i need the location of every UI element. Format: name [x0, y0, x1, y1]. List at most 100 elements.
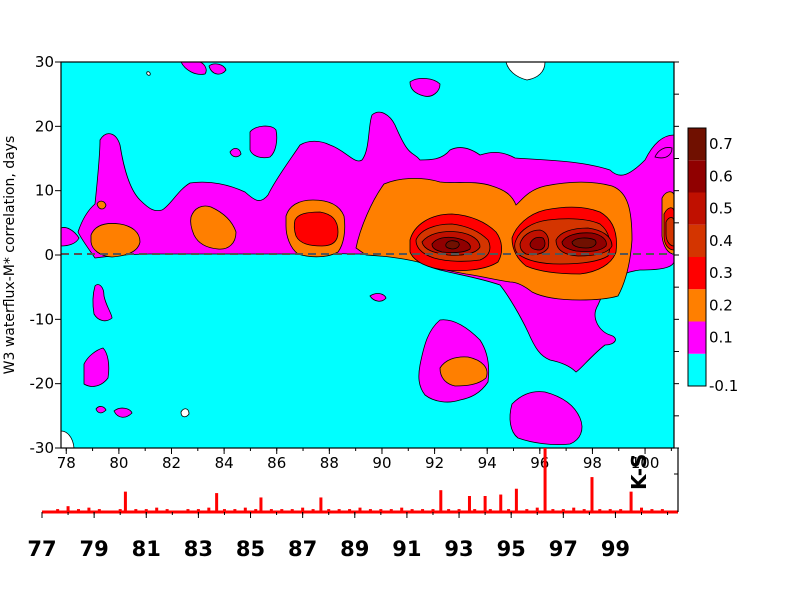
bar: [123, 491, 127, 512]
patch-85: [249, 125, 278, 159]
colorbar-swatch: [688, 192, 706, 225]
bar: [514, 488, 518, 512]
colorbar: -0.1 0.1 0.2 0.3 0.4 0.5 0.6 0.7: [687, 127, 738, 395]
bar: [467, 496, 471, 512]
gap-tiny-82: [146, 71, 151, 76]
patch-84: [229, 148, 242, 158]
bar: [629, 491, 633, 512]
bar: [66, 506, 70, 512]
contour-plot: [61, 62, 674, 448]
colorbar-swatch: [688, 353, 706, 386]
colorbar-label: 0.2: [709, 296, 733, 314]
gap-small-83: [180, 408, 190, 418]
year-tick-label: 83: [184, 537, 213, 561]
year-tick-label: 91: [392, 537, 421, 561]
year-tick-label: 81: [132, 537, 161, 561]
y-tick-label: 20: [35, 117, 54, 135]
bar: [207, 507, 211, 512]
bar: [358, 507, 362, 512]
patch-80: [90, 223, 141, 258]
year-tick-label: 85: [236, 537, 265, 561]
x-tick-label: 84: [215, 454, 234, 472]
y-tick-label: 10: [35, 182, 54, 200]
patch-89-small: [369, 293, 387, 302]
bar: [243, 507, 247, 512]
colorbar-label: 0.1: [709, 329, 733, 347]
contour-level-0.7: [445, 237, 597, 250]
bar: [640, 507, 644, 512]
x-tick-label: 92: [425, 454, 444, 472]
bar: [301, 507, 305, 512]
year-tick-label: 87: [288, 537, 317, 561]
colorbar-label: 0.3: [709, 264, 733, 282]
max-98: [571, 237, 597, 249]
bar: [319, 497, 323, 512]
colorbar-swatch: [688, 257, 706, 290]
patch-99-small: [654, 147, 673, 159]
x-tick-label: 86: [267, 454, 286, 472]
patch-93-low: [439, 356, 488, 387]
y-tick-label: -30: [30, 439, 55, 457]
year-tick-label: 89: [340, 537, 369, 561]
patch-84-mid: [190, 205, 237, 250]
bar: [590, 477, 594, 512]
x-tick-label: 80: [109, 454, 128, 472]
y-tick-label: -10: [30, 310, 55, 328]
year-tick-label: 93: [444, 537, 473, 561]
year-tick-label: 95: [497, 537, 526, 561]
year-tick-label: 99: [601, 537, 630, 561]
colorbar-label: 0.6: [709, 167, 733, 185]
bar: [535, 507, 539, 512]
x-tick-label: 90: [372, 454, 391, 472]
year-tick-label: 97: [549, 537, 578, 561]
x-tick-label: 100: [631, 454, 660, 472]
bar: [215, 493, 219, 512]
colorbar-label: 0.5: [709, 200, 733, 218]
colorbar-label: -0.1: [709, 377, 738, 395]
colorbar-frame: [687, 127, 707, 387]
x-tick-label: 78: [57, 454, 76, 472]
year-axis: 77 79 81 83 85 87 89 91 93 95 97 99: [27, 512, 669, 561]
x-axis: 78 80 82 84 86 88 90 92 94 96 98 100: [57, 448, 672, 472]
colorbar-swatch: [688, 224, 706, 257]
bar: [259, 497, 263, 512]
x-tick-label: 88: [320, 454, 339, 472]
y-axis-title: W3 waterflux-M* correlation, days: [2, 136, 18, 375]
colorbar-swatch: [688, 160, 706, 193]
patch-upper-left: [180, 62, 207, 75]
patch-96: [529, 236, 546, 251]
patch-96-low: [509, 391, 583, 446]
x-tick-label: 98: [583, 454, 602, 472]
patch-upper-small: [208, 63, 227, 75]
patch-79-d: [113, 407, 133, 418]
patch-99-edge: [665, 217, 674, 247]
bar: [155, 507, 159, 512]
bar: [499, 494, 503, 512]
y-tick-label: -20: [30, 375, 55, 393]
y-tick-label: 0: [44, 246, 54, 264]
patch-79-c: [95, 406, 107, 414]
patch-87: [293, 211, 339, 247]
colorbar-swatch: [688, 289, 706, 322]
colorbar-label: 0.4: [709, 232, 733, 250]
colorbar-swatch: [688, 321, 706, 354]
x-tick-label: 82: [162, 454, 181, 472]
ks-annotation: K-S: [627, 454, 651, 490]
bar: [572, 507, 576, 512]
max-92: [445, 240, 460, 250]
x-tick-label: 94: [478, 454, 497, 472]
bar: [483, 496, 487, 512]
bar: [400, 507, 404, 512]
year-tick-label: 77: [27, 537, 56, 561]
patch-93-top: [409, 78, 441, 97]
y-axis-right-ticks: [674, 61, 679, 449]
gap-top-96: [505, 62, 546, 81]
gap-bottom-left: [61, 430, 75, 448]
colorbar-label: 0.7: [709, 135, 733, 153]
contour-level-white: [61, 62, 546, 448]
y-tick-label: 30: [35, 53, 54, 71]
band-left-edge: [61, 227, 80, 247]
y-axis: 30 20 10 0 -10 -20 -30: [30, 53, 61, 457]
bar: [87, 507, 91, 512]
